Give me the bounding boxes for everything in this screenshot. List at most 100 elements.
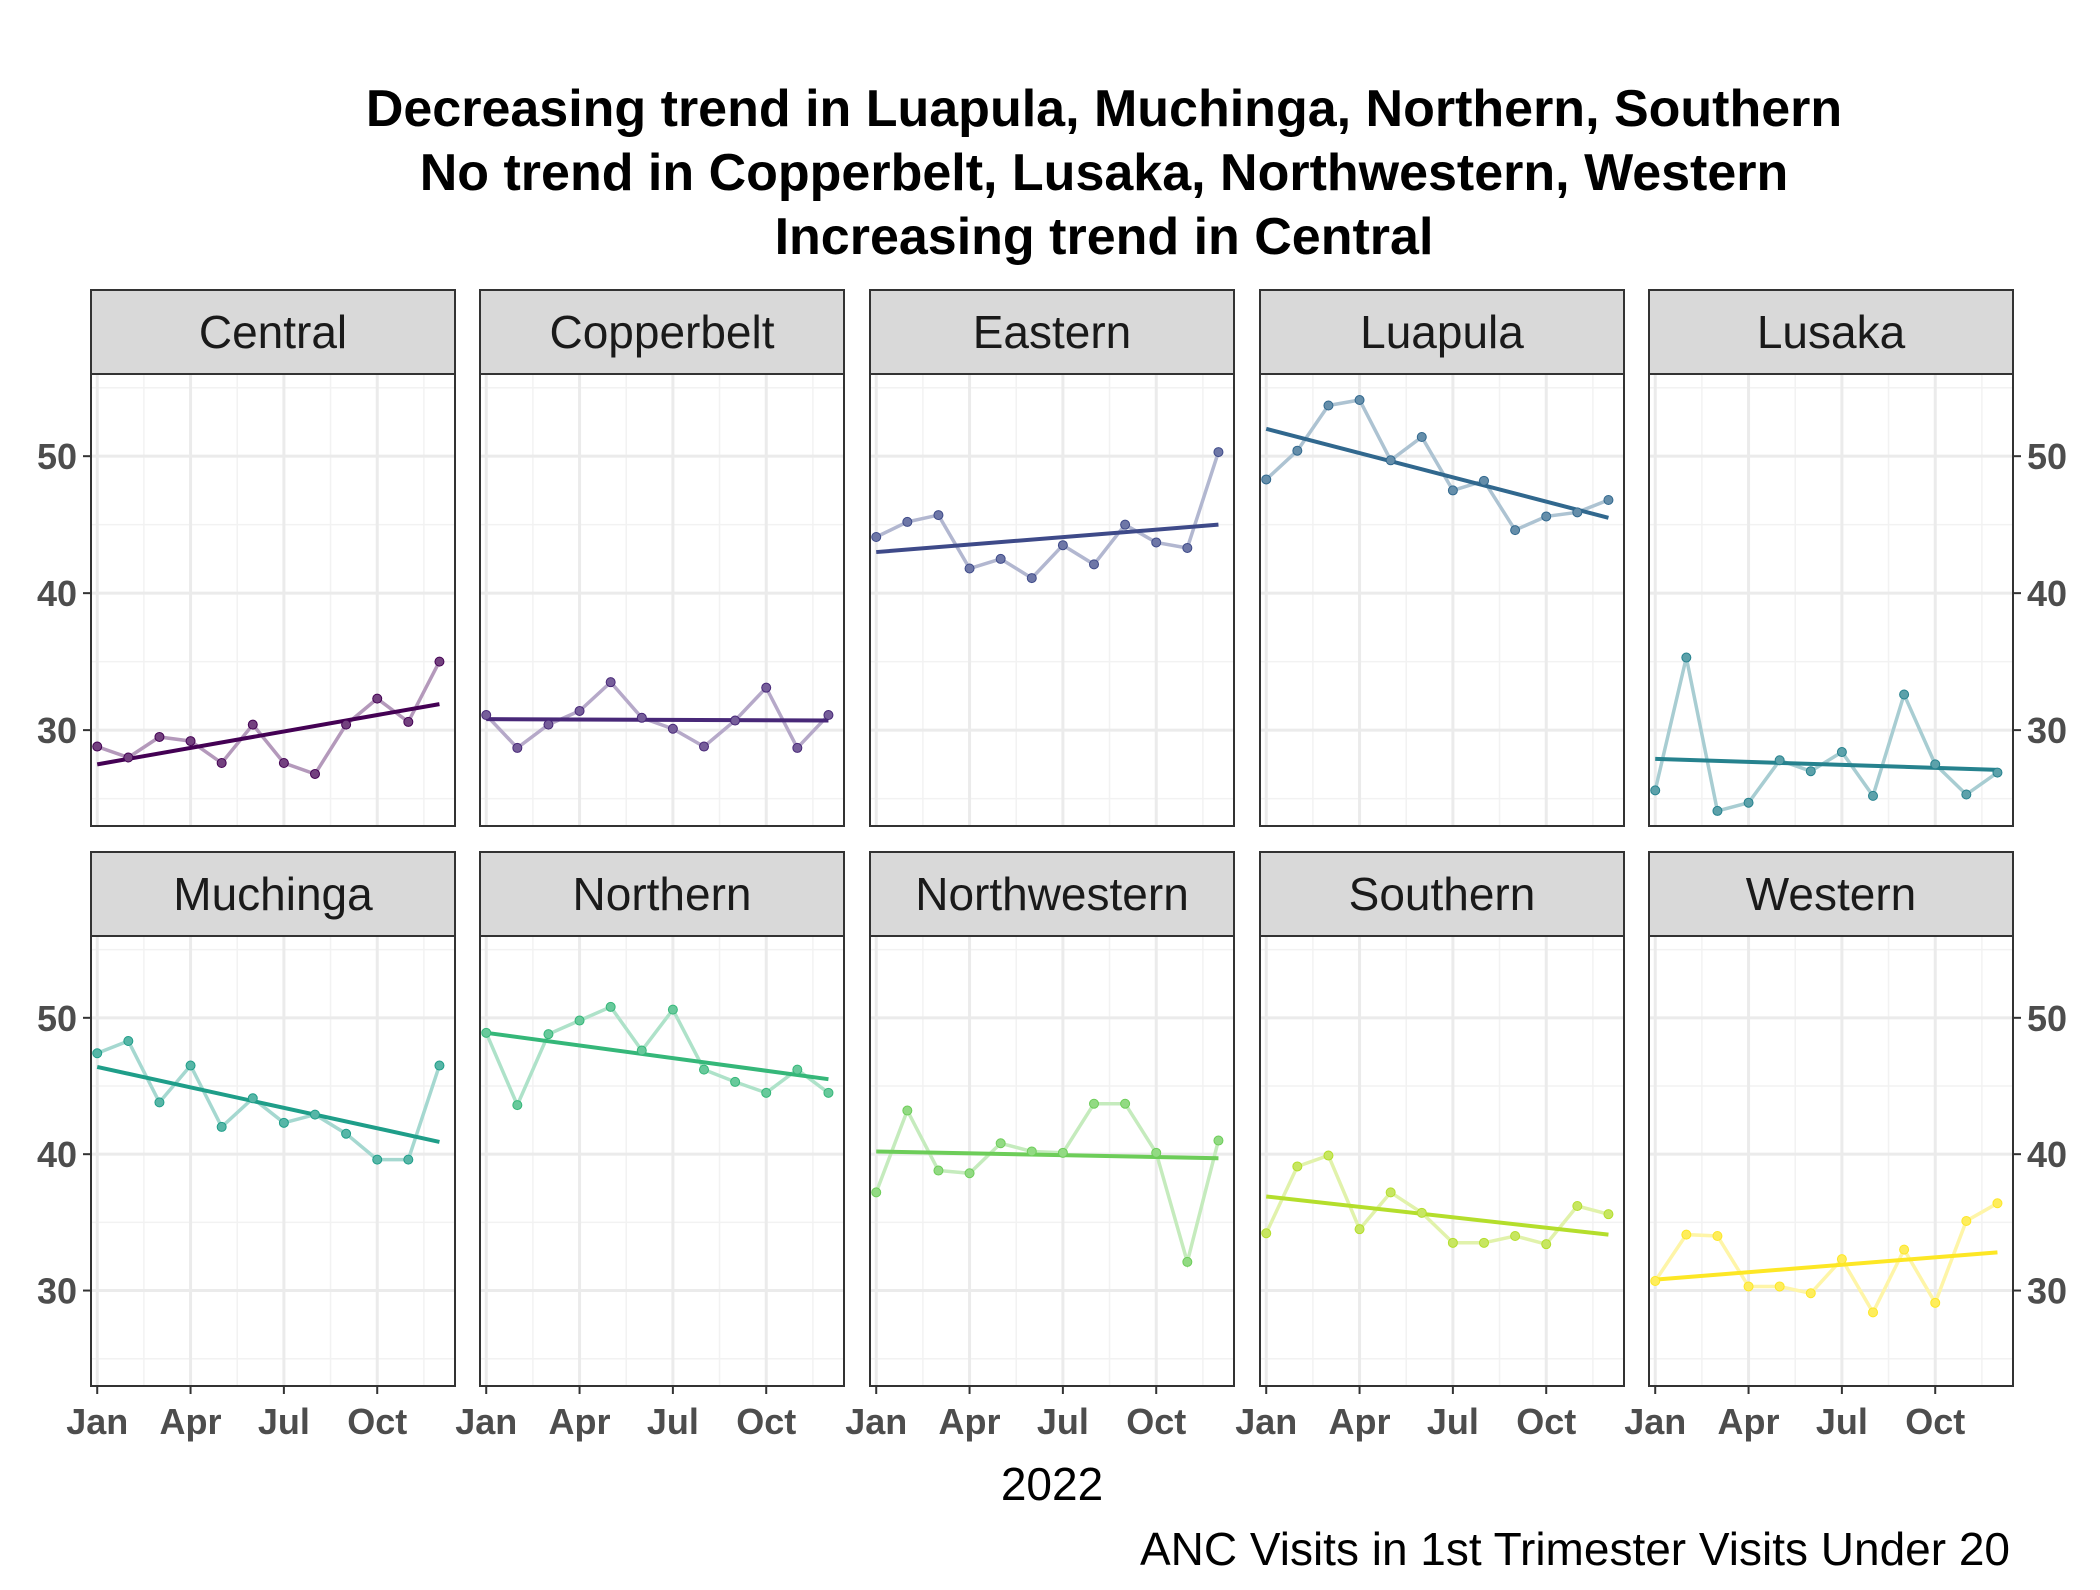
data-point	[543, 1029, 554, 1040]
data-point	[730, 715, 741, 726]
data-point	[1057, 540, 1068, 551]
data-point	[185, 1060, 196, 1071]
data-point	[1899, 689, 1910, 700]
data-point	[310, 768, 320, 779]
panel-border	[90, 935, 456, 1387]
data-point	[247, 719, 258, 730]
data-point	[1026, 573, 1037, 584]
panel-copperbelt: Copperbelt	[479, 289, 845, 827]
x-tick-label: Jul	[1037, 1401, 1089, 1442]
x-tick-label: Oct	[1126, 1401, 1186, 1442]
data-point	[1151, 537, 1162, 548]
panel-background	[480, 374, 844, 826]
y-tick-label: 30	[37, 1271, 77, 1312]
panel-central: Central 30 40 50	[37, 289, 456, 827]
data-point	[1447, 485, 1458, 496]
panel-northern: Northern Jan Apr Jul Oct	[455, 851, 845, 1442]
data-point	[1650, 1276, 1661, 1286]
data-point	[823, 710, 834, 721]
data-point	[1868, 790, 1878, 801]
data-point	[1120, 519, 1131, 530]
data-point	[1292, 445, 1303, 456]
x-tick-label: Apr	[1718, 1401, 1780, 1442]
data-point	[1416, 432, 1427, 443]
x-tick-label: Oct	[1905, 1401, 1965, 1442]
panel-background	[1649, 936, 2013, 1386]
trend-line	[1265, 426, 1609, 520]
data-point	[1089, 559, 1099, 570]
data-point	[1261, 1228, 1272, 1239]
data-point	[1182, 1256, 1193, 1267]
panel-border	[479, 935, 845, 1387]
panel-background	[480, 936, 844, 1386]
strip-label: Central	[199, 306, 347, 358]
y-tick-label: 50	[37, 436, 77, 477]
data-point	[1089, 1098, 1099, 1109]
strip-background	[479, 289, 845, 375]
data-point	[1961, 789, 1972, 800]
x-tick-label: Apr	[549, 1401, 611, 1442]
title-line-3: Increasing trend in Central	[775, 208, 1434, 266]
y-tick-label: 30	[37, 710, 77, 751]
panel-southern: Southern Jan Apr Jul Oct	[1235, 851, 1625, 1442]
x-tick-label: Apr	[939, 1401, 1001, 1442]
data-point	[1961, 1216, 1972, 1226]
data-point	[512, 742, 523, 753]
data-point	[1681, 1229, 1692, 1240]
panel-border	[1259, 935, 1625, 1387]
data-point	[1572, 1201, 1583, 1211]
title-line-1: Decreasing trend in Luapula, Muchinga, N…	[366, 80, 1842, 138]
strip-background	[1259, 289, 1625, 375]
panel-western: Western 30 40 50 Jan Apr Jul Oct	[1624, 851, 2067, 1442]
panel-eastern: Eastern	[869, 289, 1235, 827]
data-point	[247, 1093, 258, 1104]
x-tick-label: Apr	[1329, 1401, 1391, 1442]
data-point	[823, 1087, 834, 1098]
x-tick-label: Jan	[455, 1401, 517, 1442]
panel-border	[1259, 373, 1625, 827]
data-point	[574, 705, 585, 716]
data-point	[1992, 1198, 2003, 1209]
strip-label: Northwestern	[915, 868, 1189, 920]
panel-background	[1649, 374, 2013, 826]
trend-line	[876, 1149, 1219, 1161]
y-tick-label: 30	[2027, 710, 2067, 751]
data-point	[1510, 525, 1521, 536]
x-tick-label: Jul	[1816, 1401, 1868, 1442]
data-point	[512, 1100, 523, 1111]
data-point	[481, 1027, 492, 1038]
data-point	[1743, 1281, 1754, 1292]
panel-luapula: Luapula	[1259, 289, 1625, 827]
data-point	[995, 1138, 1006, 1149]
panel-border	[479, 373, 845, 827]
data-point	[1774, 1281, 1785, 1292]
trend-line	[485, 1030, 829, 1082]
data-point	[372, 1154, 383, 1165]
y-tick-label: 50	[2027, 998, 2067, 1039]
x-tick-label: Jan	[845, 1401, 907, 1442]
data-point	[1899, 1244, 1910, 1255]
panel-border	[869, 373, 1235, 827]
data-point	[185, 736, 196, 747]
strip-background	[1259, 851, 1625, 937]
strip-background	[90, 289, 456, 375]
x-tick-label: Jul	[258, 1401, 310, 1442]
data-point	[1836, 747, 1847, 758]
data-point	[1868, 1307, 1878, 1318]
data-point	[1261, 474, 1272, 485]
trend-line	[486, 717, 829, 723]
panel-border	[869, 935, 1235, 1387]
y-tick-label: 40	[2027, 573, 2067, 614]
x-tick-label: Apr	[160, 1401, 222, 1442]
data-point	[310, 1109, 320, 1120]
series-line	[96, 660, 441, 777]
data-point	[761, 1087, 772, 1098]
data-point	[1057, 1147, 1068, 1158]
data-point	[995, 553, 1006, 564]
data-point	[792, 1064, 803, 1075]
data-point	[1151, 1147, 1162, 1158]
data-point	[1479, 475, 1489, 486]
data-point	[792, 742, 803, 753]
data-point	[699, 741, 709, 752]
